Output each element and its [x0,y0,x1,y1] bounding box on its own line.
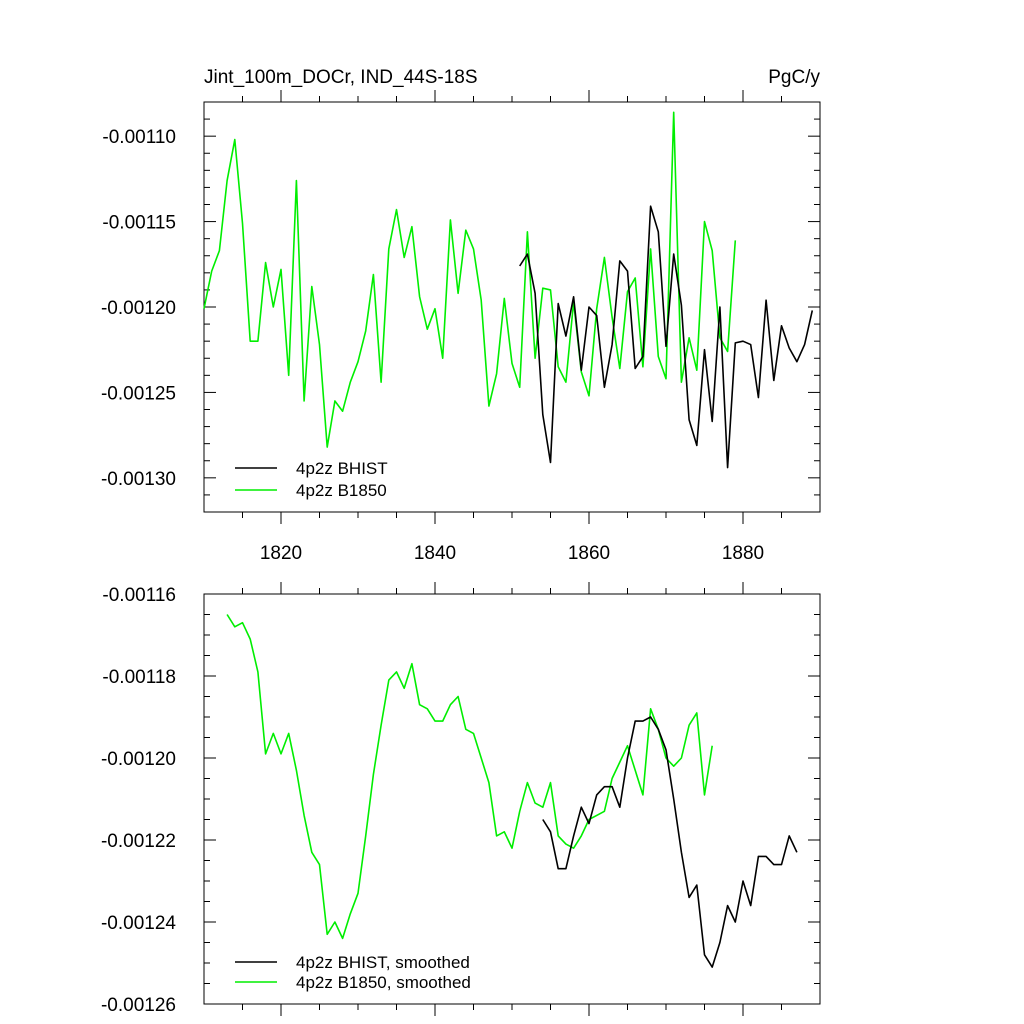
top-panel: Jint_100m_DOCr, IND_44S-18S PgC/y 1820 18… [101,67,821,564]
top-chart-title: Jint_100m_DOCr, IND_44S-18S [204,67,478,88]
series-line-bhist [519,205,814,469]
y-tick-label: -0.00118 [102,667,176,688]
top-chart-units: PgC/y [768,67,820,88]
x-tick-label: 1820 [260,543,302,564]
bottom-axis-ticks: -0.00116 -0.00118 -0.00120 -0.00122 -0.00124… [101,582,820,1016]
top-series-group [203,111,814,469]
y-tick-label: -0.00115 [102,213,176,234]
bottom-series-group [226,614,798,968]
legend-label: 4p2z B1850 [296,481,387,500]
top-plot-frame [203,101,821,513]
top-axis-ticks: 1820 1840 1860 1880 -0.00110 -0.00115 -0.00120… [101,90,820,564]
x-tick-label: 1860 [568,543,610,564]
y-tick-label: -0.00120 [101,298,176,319]
series-line-b1850 [226,614,713,940]
legend-label: 4p2z BHIST [296,459,388,478]
y-tick-label: -0.00125 [101,383,176,404]
y-tick-label: -0.00126 [101,995,176,1016]
bottom-panel: -0.00116 -0.00118 -0.00120 -0.00122 -0.00124… [101,582,821,1016]
legend-label: 4p2z BHIST, smoothed [296,953,470,972]
series-line-bhist [542,716,798,968]
y-tick-label: -0.00124 [101,913,176,934]
y-tick-label: -0.00120 [101,749,176,770]
top-legend: 4p2z BHIST 4p2z B1850 [235,459,388,500]
y-tick-label: -0.00116 [102,585,176,606]
bottom-plot-frame [203,593,821,1005]
x-tick-label: 1880 [722,543,764,564]
y-tick-label: -0.00110 [102,127,176,148]
y-tick-label: -0.00130 [101,469,176,490]
y-tick-label: -0.00122 [101,831,176,852]
series-line-b1850 [203,111,737,448]
x-tick-label: 1840 [414,543,456,564]
legend-label: 4p2z B1850, smoothed [296,973,471,992]
